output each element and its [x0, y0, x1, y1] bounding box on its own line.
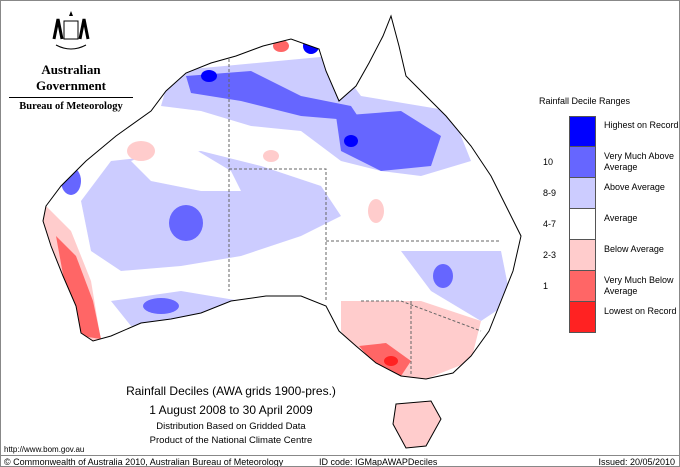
- id-code: ID code: IGMapAWAPDeciles: [319, 457, 438, 467]
- coat-of-arms-icon: [52, 11, 90, 50]
- legend-label: Above Average: [604, 182, 665, 192]
- legend-swatch: [569, 240, 596, 271]
- legend-item: Lowest on Record: [539, 302, 679, 333]
- state-borders: [228, 59, 501, 376]
- very-much-below-sw: [56, 236, 101, 339]
- legend: Rainfall Decile Ranges Highest on Record…: [539, 96, 679, 333]
- very-much-above-east: [433, 264, 453, 288]
- legend-swatch: [569, 271, 596, 302]
- legend-label: Very Much Below Average: [604, 275, 674, 296]
- legend-decile: 8-9: [543, 188, 557, 198]
- below-average-area: [127, 141, 155, 161]
- legend-decile: 4-7: [543, 219, 557, 229]
- legend-swatch: [569, 302, 596, 333]
- map-captions: Rainfall Deciles (AWA grids 1900-pres.) …: [101, 384, 361, 446]
- legend-item: 1 Very Much Below Average: [539, 271, 679, 302]
- above-average-central: [81, 151, 341, 271]
- map-product: Product of the National Climate Centre: [149, 435, 313, 446]
- coastline: [42, 14, 522, 380]
- legend-item: 8-9 Above Average: [539, 178, 679, 209]
- tasmania: [392, 400, 442, 449]
- website-link[interactable]: http://www.bom.gov.au: [4, 445, 85, 454]
- map-period: 1 August 2008 to 30 April 2009: [149, 403, 313, 417]
- map-title: Rainfall Deciles (AWA grids 1900-pres.): [126, 384, 336, 398]
- agency-name: Bureau of Meteorology: [19, 101, 123, 112]
- legend-label: Below Average: [604, 244, 664, 254]
- very-much-above-south: [143, 298, 179, 314]
- very-much-above-qld: [336, 111, 441, 171]
- below-average-area: [368, 199, 384, 223]
- footer: © Commonwealth of Australia 2010, Austra…: [1, 455, 679, 467]
- very-much-above-north: [186, 71, 361, 121]
- legend-item: Highest on Record: [539, 116, 679, 147]
- highest-record-area: [201, 70, 217, 82]
- legend-decile: 10: [543, 157, 554, 167]
- very-much-above-west: [61, 167, 81, 195]
- lowest-record-area: [384, 356, 398, 366]
- very-much-above-central: [169, 205, 203, 241]
- government-name: Australian Government: [9, 62, 133, 98]
- legend-swatch: [569, 147, 596, 178]
- average-area: [131, 141, 241, 191]
- legend-item: 10 Very Much Above Average: [539, 147, 679, 178]
- government-logo: Australian Government Bureau of Meteorol…: [9, 9, 133, 112]
- legend-decile: 2-3: [543, 250, 557, 260]
- legend-swatch: [569, 178, 596, 209]
- legend-decile: 1: [543, 281, 549, 291]
- legend-item: 2-3 Below Average: [539, 240, 679, 271]
- legend-label: Average: [604, 213, 638, 223]
- legend-swatch: [569, 116, 596, 147]
- below-average-area: [263, 150, 279, 162]
- issued-date: Issued: 20/05/2010: [598, 457, 675, 467]
- legend-label: Lowest on Record: [604, 306, 677, 316]
- above-average-east: [401, 251, 511, 321]
- legend-swatch: [569, 209, 596, 240]
- legend-title: Rainfall Decile Ranges: [539, 96, 631, 106]
- highest-record-area: [344, 135, 358, 147]
- legend-items: Highest on Record 10 Very Much Above Avera…: [539, 116, 679, 333]
- legend-label: Very Much Above Average: [604, 151, 675, 172]
- legend-label: Highest on Record: [604, 120, 679, 130]
- copyright: © Commonwealth of Australia 2010, Austra…: [4, 457, 284, 467]
- map-distribution: Distribution Based on Gridded Data: [156, 421, 306, 432]
- legend-item: 4-7 Average: [539, 209, 679, 240]
